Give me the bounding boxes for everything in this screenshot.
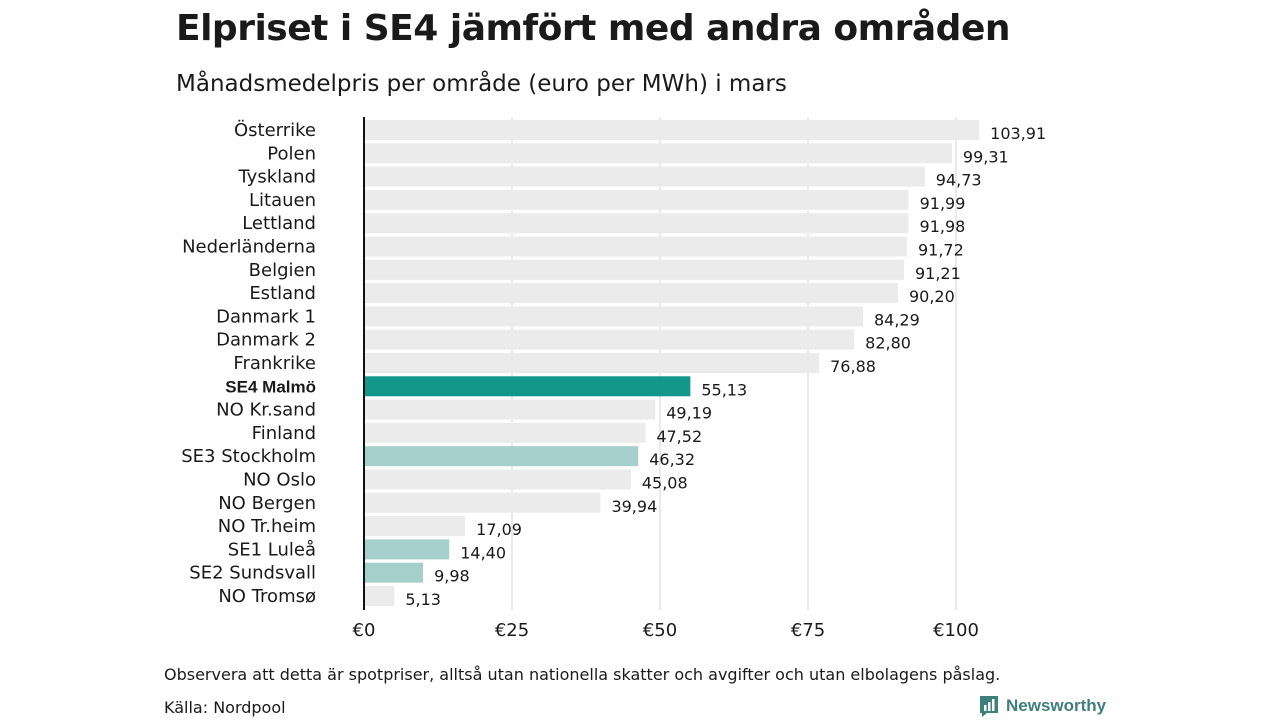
category-label: NO Oslo <box>243 470 316 491</box>
category-label: NO Tromsø <box>218 586 316 607</box>
x-tick-label: €100 <box>933 620 979 641</box>
bar <box>364 399 656 420</box>
bar <box>364 446 639 467</box>
bar <box>364 353 820 373</box>
value-label: 14,40 <box>460 543 506 562</box>
category-label: Danmark 1 <box>216 306 316 327</box>
value-label: 82,80 <box>865 334 911 353</box>
source-note: Källa: Nordpool <box>164 698 286 717</box>
value-labels: 103,91 99,31 94,73 91,99 91,98 91,72 91,21 90,2… <box>405 124 1046 609</box>
x-tick-label: €75 <box>791 620 825 641</box>
category-label: Nederländerna <box>182 237 316 258</box>
value-label: 91,72 <box>918 241 964 260</box>
value-label: 76,88 <box>830 357 876 376</box>
bar <box>364 189 909 210</box>
x-tick-label: €25 <box>495 620 529 641</box>
category-label: Litauen <box>249 190 316 211</box>
category-label: Finland <box>252 423 316 444</box>
category-label: NO Tr.heim <box>218 516 316 537</box>
category-label: SE4 Malmö <box>225 377 316 396</box>
category-label: Österrike <box>234 119 316 141</box>
value-label: 91,21 <box>915 264 961 283</box>
bar <box>364 283 898 304</box>
category-label: Tyskland <box>237 167 316 188</box>
bar <box>364 236 907 257</box>
bar <box>364 539 450 560</box>
value-label: 94,73 <box>936 171 982 190</box>
value-label: 39,94 <box>611 497 657 516</box>
category-label: Polen <box>267 143 316 164</box>
x-tick-label: €0 <box>353 620 376 641</box>
bar <box>364 469 631 490</box>
value-label: 91,99 <box>920 194 966 213</box>
chart-title: Elpriset i SE4 jämfört med andra områden <box>176 8 1011 49</box>
bar <box>364 586 395 606</box>
category-label: NO Kr.sand <box>216 400 316 421</box>
value-label: 5,13 <box>405 590 441 609</box>
brand-name: Newsworthy <box>1006 696 1107 715</box>
chart-subtitle: Månadsmedelpris per område (euro per MWh… <box>176 71 787 97</box>
newsworthy-logo-icon <box>980 696 998 717</box>
category-label: Estland <box>249 283 316 304</box>
bar <box>364 422 646 443</box>
value-label: 9,98 <box>434 567 470 586</box>
value-label: 17,09 <box>476 520 522 539</box>
bar <box>364 143 952 164</box>
category-label: Belgien <box>249 260 316 281</box>
bar <box>364 259 904 280</box>
bar <box>364 562 424 583</box>
value-label: 55,13 <box>701 380 747 399</box>
category-label: NO Bergen <box>218 493 316 514</box>
bar <box>364 329 855 350</box>
brand-logo: Newsworthy <box>978 694 1106 718</box>
bar <box>364 166 925 187</box>
value-label: 46,32 <box>649 450 695 469</box>
value-label: 103,91 <box>990 124 1046 143</box>
bar <box>364 492 601 513</box>
x-tick-label: €50 <box>643 620 677 641</box>
category-label: SE2 Sundsvall <box>189 563 316 584</box>
value-label: 84,29 <box>874 310 920 329</box>
value-label: 99,31 <box>963 147 1009 166</box>
value-label: 47,52 <box>656 427 702 446</box>
bar <box>364 306 863 327</box>
value-label: 90,20 <box>909 287 955 306</box>
bar <box>364 376 691 397</box>
category-label: Frankrike <box>233 353 316 374</box>
value-label: 91,98 <box>920 217 966 236</box>
footnote: Observera att detta är spotpriser, allts… <box>164 665 1001 684</box>
bars <box>364 120 980 606</box>
category-label: Lettland <box>242 213 316 234</box>
category-label: SE3 Stockholm <box>181 446 316 467</box>
value-label: 49,19 <box>666 404 712 423</box>
bar <box>364 120 980 140</box>
value-label: 45,08 <box>642 474 688 493</box>
category-label: Danmark 2 <box>216 330 316 351</box>
x-tick-labels: €0 €25 €50 €75 €100 <box>353 620 979 641</box>
bar <box>364 213 909 234</box>
bar <box>364 516 466 537</box>
category-label: SE1 Luleå <box>228 539 316 560</box>
